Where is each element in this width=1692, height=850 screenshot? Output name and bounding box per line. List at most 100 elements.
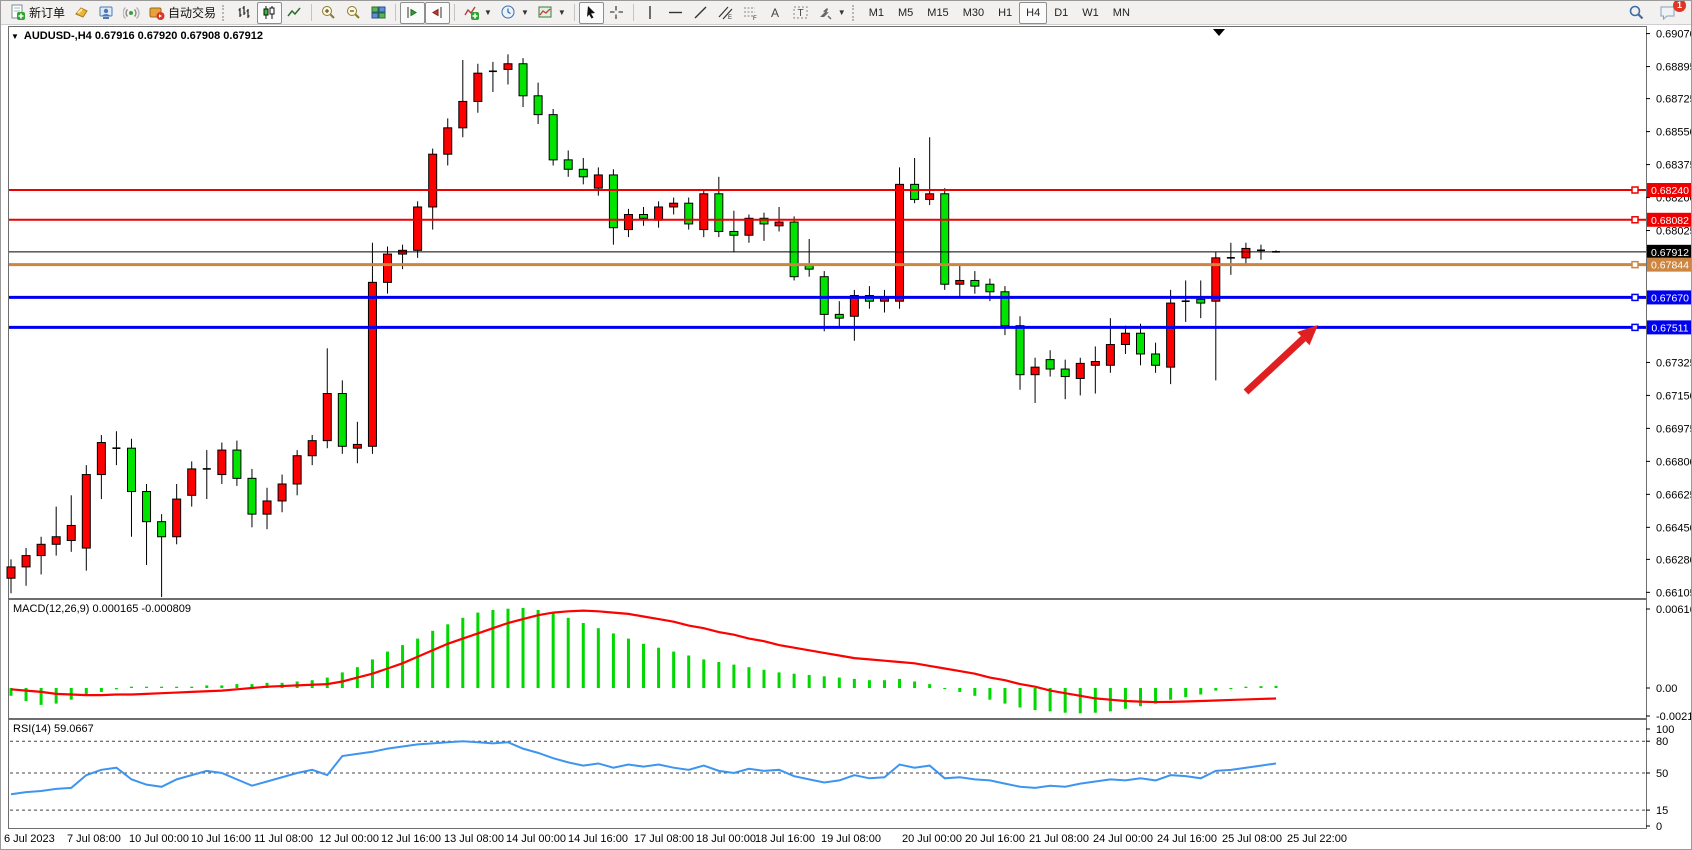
svg-text:7 Jul 08:00: 7 Jul 08:00 — [67, 833, 121, 845]
toolbar-separator — [454, 4, 456, 21]
svg-text:0.66625: 0.66625 — [1656, 489, 1692, 501]
autotrade-button[interactable]: 自动交易 — [144, 2, 220, 24]
svg-text:12 Jul 16:00: 12 Jul 16:00 — [381, 833, 441, 845]
chat-button[interactable]: 1 — [1655, 1, 1686, 24]
crosshair-icon — [609, 6, 623, 19]
templates-button[interactable]: ▼ — [533, 2, 570, 24]
macd-axis: 0.006162 0.00 -0.002178 — [1646, 604, 1691, 723]
svg-text:24 Jul 00:00: 24 Jul 00:00 — [1093, 833, 1153, 845]
fibonacci-tool-button[interactable]: F — [738, 2, 763, 24]
chart-canvas[interactable]: 0.69070 0.68895 0.68725 0.68550 0.68375 0.682… — [1, 25, 1692, 849]
new-order-label: 新订单 — [29, 6, 66, 20]
bar-chart-type-button[interactable] — [232, 2, 257, 24]
crosshair-tool-button[interactable] — [604, 2, 629, 24]
timeframe-mn-button[interactable]: MN — [1106, 2, 1137, 24]
chart-shift-button[interactable] — [425, 1, 451, 24]
svg-text:0.66105: 0.66105 — [1656, 587, 1692, 599]
fibonacci-icon: F — [743, 7, 757, 21]
toolbar-separator — [632, 4, 634, 21]
timeframe-h1-button[interactable]: H1 — [991, 2, 1019, 24]
zoom-in-button[interactable] — [316, 2, 341, 24]
timeframe-m30-button[interactable]: M30 — [956, 2, 991, 24]
timeframe-m5-button[interactable]: M5 — [891, 2, 920, 24]
indicators-button[interactable]: ▼ — [459, 2, 496, 24]
svg-text:0.66280: 0.66280 — [1656, 554, 1692, 566]
auto-scroll-button[interactable] — [400, 1, 426, 24]
signal-waves-icon — [123, 6, 140, 20]
chart-window[interactable]: 0.69070 0.68895 0.68725 0.68550 0.68375 0.682… — [1, 25, 1692, 849]
channel-tool-button[interactable]: E — [713, 2, 738, 24]
periods-button[interactable]: ▼ — [496, 2, 533, 24]
svg-text:0.00: 0.00 — [1656, 683, 1677, 695]
svg-text:19 Jul 08:00: 19 Jul 08:00 — [821, 833, 881, 845]
new-order-button[interactable]: 新订单 — [5, 2, 69, 24]
pane-frames — [8, 26, 1647, 829]
timeframe-m1-button[interactable]: M1 — [862, 2, 891, 24]
zoom-out-button[interactable] — [341, 2, 366, 24]
svg-text:F: F — [753, 16, 757, 21]
market-watch-button[interactable] — [69, 2, 94, 24]
rsi-indicator-label: RSI(14) 59.0667 — [13, 723, 94, 735]
svg-text:11 Jul 08:00: 11 Jul 08:00 — [254, 833, 313, 845]
autotrade-label: 自动交易 — [168, 6, 217, 20]
svg-text:18 Jul 00:00: 18 Jul 00:00 — [696, 833, 756, 845]
cursor-tool-button[interactable] — [578, 1, 604, 24]
rsi-line — [10, 740, 1277, 796]
timeframe-d1-button[interactable]: D1 — [1047, 2, 1075, 24]
rsi-levels — [10, 740, 1646, 811]
timeframe-h4-button[interactable]: H4 — [1019, 1, 1048, 24]
svg-text:E: E — [728, 15, 732, 21]
svg-text:0.67670: 0.67670 — [1651, 292, 1689, 304]
price-lines — [9, 186, 1646, 332]
autotrade-icon — [149, 7, 165, 20]
label-tool-button[interactable]: T — [788, 2, 813, 24]
svg-text:100: 100 — [1656, 724, 1674, 736]
trendline-tool-button[interactable] — [688, 2, 713, 24]
bar-chart-icon — [238, 6, 250, 18]
main-toolbar: 新订单 自动交易 — [1, 1, 1691, 25]
svg-text:0.68550: 0.68550 — [1656, 127, 1692, 139]
timeframe-m15-button[interactable]: M15 — [920, 2, 955, 24]
gold-lamp-icon — [75, 7, 88, 18]
signals-button[interactable] — [119, 2, 144, 24]
macd-indicator-label: MACD(12,26,9) 0.000165 -0.000809 — [13, 603, 191, 615]
new-order-icon — [11, 4, 25, 20]
candlestick-chart-type-button[interactable] — [257, 1, 283, 24]
tile-windows-button[interactable] — [366, 2, 391, 24]
timeframe-group: M1 M5 M15 M30 H1 H4 D1 W1 MN — [862, 1, 1137, 24]
text-label-icon: T — [793, 6, 808, 19]
text-icon: A — [771, 6, 779, 20]
svg-text:14 Jul 00:00: 14 Jul 00:00 — [506, 833, 566, 845]
line-chart-icon — [287, 7, 301, 17]
svg-text:25 Jul 22:00: 25 Jul 22:00 — [1287, 833, 1347, 845]
line-chart-type-button[interactable] — [282, 2, 307, 24]
arrows-shapes-icon — [819, 8, 832, 20]
timeframe-w1-button[interactable]: W1 — [1075, 2, 1106, 24]
text-tool-button[interactable]: A — [763, 2, 788, 24]
svg-text:20 Jul 16:00: 20 Jul 16:00 — [965, 833, 1025, 845]
svg-text:0.68082: 0.68082 — [1651, 215, 1689, 227]
timeframe-label: M1 — [868, 6, 884, 19]
horizontal-line-tool-button[interactable] — [663, 2, 688, 24]
chart-shift-marker — [1213, 29, 1225, 36]
svg-text:80: 80 — [1656, 736, 1668, 748]
candlestick-icon — [263, 6, 275, 19]
svg-text:21 Jul 08:00: 21 Jul 08:00 — [1029, 833, 1089, 845]
chart-menu-icon[interactable]: ▼ — [11, 31, 19, 41]
svg-text:10 Jul 16:00: 10 Jul 16:00 — [191, 833, 251, 845]
svg-text:25 Jul 08:00: 25 Jul 08:00 — [1222, 833, 1282, 845]
search-button[interactable] — [1624, 2, 1649, 24]
trendline-icon — [694, 6, 707, 19]
notification-badge: 1 — [1673, 1, 1686, 12]
chevron-down-icon: ▼ — [484, 8, 492, 17]
vertical-line-icon — [649, 6, 651, 19]
vertical-line-tool-button[interactable] — [638, 2, 663, 24]
accounts-button[interactable] — [94, 2, 119, 24]
timeframe-label: W1 — [1082, 6, 1099, 19]
svg-text:0.69070: 0.69070 — [1656, 29, 1692, 41]
svg-text:14 Jul 16:00: 14 Jul 16:00 — [568, 833, 628, 845]
shapes-tool-button[interactable]: ▼ — [813, 2, 850, 24]
svg-text:10 Jul 00:00: 10 Jul 00:00 — [129, 833, 189, 845]
tile-windows-icon — [371, 6, 386, 19]
